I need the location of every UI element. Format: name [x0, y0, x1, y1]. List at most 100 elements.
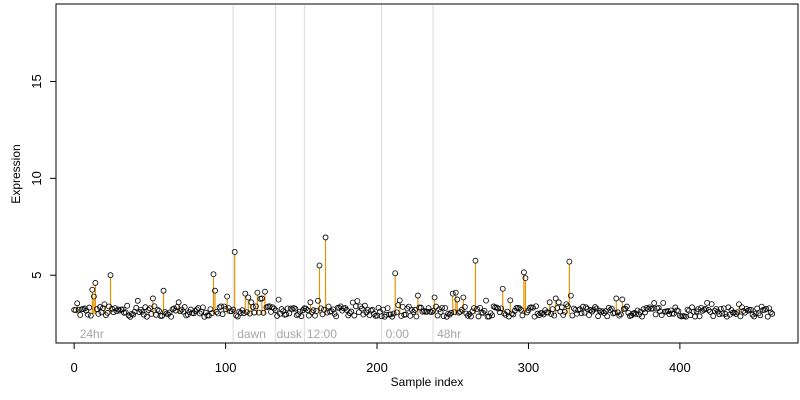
data-point	[623, 303, 630, 310]
highlight-point	[454, 296, 461, 303]
data-point	[596, 307, 603, 314]
data-point	[104, 309, 111, 316]
data-point	[716, 311, 723, 318]
data-point	[711, 307, 718, 314]
data-point	[583, 304, 589, 311]
group-label: 0:00	[386, 327, 410, 341]
x-tick-label: 200	[366, 360, 388, 375]
data-point	[251, 309, 258, 316]
data-point	[266, 303, 273, 310]
data-point	[207, 306, 214, 313]
data-point	[425, 305, 432, 312]
data-point	[122, 309, 129, 316]
data-point	[558, 304, 565, 311]
data-point	[292, 305, 299, 312]
data-point	[708, 301, 715, 308]
data-point	[723, 313, 730, 320]
data-point	[384, 305, 391, 312]
data-point	[607, 307, 614, 313]
y-axis-title: Expression	[9, 144, 23, 203]
data-point	[134, 297, 141, 304]
data-point	[360, 311, 367, 318]
highlight-point	[245, 294, 252, 301]
data-point	[702, 306, 709, 312]
data-point	[740, 307, 747, 314]
data-point	[664, 308, 671, 314]
data-point	[751, 313, 757, 320]
data-point	[137, 306, 144, 313]
highlight-point	[175, 299, 182, 306]
data-point	[560, 312, 567, 318]
data-point	[455, 309, 462, 316]
data-point	[501, 310, 508, 317]
data-point	[116, 307, 123, 314]
data-point	[564, 303, 571, 310]
group-label: dusk	[277, 327, 303, 341]
data-point	[87, 312, 94, 319]
data-point	[230, 306, 237, 313]
x-axis: 0 100 200 300 400	[71, 342, 691, 375]
data-point	[574, 310, 580, 317]
data-point	[481, 307, 488, 314]
data-point	[468, 313, 474, 320]
y-axis: 5 10 15	[29, 74, 57, 279]
data-point	[692, 313, 698, 320]
data-point	[469, 308, 476, 315]
data-point	[72, 307, 79, 314]
group-dividers	[232, 5, 434, 342]
data-point	[584, 306, 591, 312]
data-point	[154, 306, 161, 313]
data-point	[755, 310, 762, 317]
data-point	[731, 309, 738, 316]
y-tick-label: 15	[29, 74, 44, 88]
data-point	[130, 311, 137, 318]
data-point	[666, 311, 673, 318]
data-point	[461, 304, 468, 310]
data-point	[143, 313, 150, 320]
highlight-point	[521, 269, 527, 276]
data-point	[640, 306, 647, 313]
data-point	[145, 307, 152, 313]
data-point	[183, 312, 190, 319]
data-point	[633, 310, 639, 317]
data-point	[219, 311, 226, 318]
data-point	[483, 297, 489, 304]
highlight-point	[415, 292, 421, 299]
data-point	[318, 305, 324, 312]
y-tick-label: 5	[29, 272, 44, 279]
data-point	[369, 306, 376, 313]
highlight-point	[259, 295, 265, 302]
data-point	[413, 313, 420, 320]
data-point	[222, 306, 229, 312]
data-point	[240, 310, 247, 317]
data-point	[555, 299, 562, 306]
data-point	[696, 313, 703, 320]
data-point	[474, 306, 480, 312]
highlight-point	[392, 270, 399, 277]
data-point	[271, 305, 277, 312]
data-point	[430, 307, 436, 314]
data-point	[313, 308, 320, 314]
data-point	[77, 312, 84, 318]
highlight-point	[92, 280, 99, 286]
data-point	[159, 313, 165, 319]
highlight-point	[242, 290, 249, 297]
data-point	[498, 305, 505, 312]
highlight-point	[499, 285, 506, 292]
highlight-point	[619, 296, 626, 303]
highlight-stems	[76, 239, 740, 314]
data-point	[405, 303, 412, 310]
data-point	[567, 292, 574, 299]
data-point	[84, 311, 91, 318]
data-point	[199, 304, 206, 311]
data-point	[699, 307, 706, 314]
data-point	[348, 308, 355, 315]
data-point	[684, 306, 691, 313]
x-tick-label: 300	[518, 360, 540, 375]
data-point	[495, 305, 502, 312]
data-point	[177, 308, 184, 315]
data-point	[581, 309, 588, 316]
highlight-point	[307, 299, 314, 306]
group-label: 24hr	[80, 327, 104, 341]
